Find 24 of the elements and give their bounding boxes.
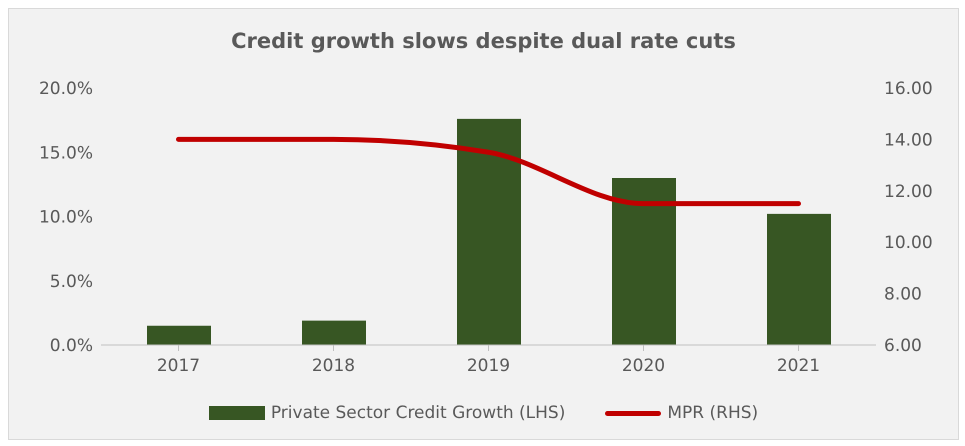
bar xyxy=(767,214,831,345)
y2-tick-label: 10.00 xyxy=(884,233,933,254)
x-tick-label: 2020 xyxy=(622,356,666,376)
y2-tick-label: 16.00 xyxy=(884,79,933,100)
y-tick-label: 5.0% xyxy=(50,272,93,292)
bar xyxy=(302,320,366,345)
y2-tick-label: 8.00 xyxy=(884,284,922,305)
y-tick-label: 20.0% xyxy=(38,79,93,100)
bar xyxy=(612,178,676,345)
bar xyxy=(457,118,521,345)
x-tick-label: 2021 xyxy=(776,356,820,376)
x-tick-label: 2017 xyxy=(156,356,200,376)
x-tick-label: 2018 xyxy=(312,356,356,376)
y2-tick-label: 14.00 xyxy=(884,130,933,150)
legend-label: MPR (RHS) xyxy=(667,403,758,423)
y-tick-label: 0.0% xyxy=(50,336,93,356)
chart-title: Credit growth slows despite dual rate cuts xyxy=(230,28,737,55)
y-tick-label: 10.0% xyxy=(38,208,93,228)
legend-label: Private Sector Credit Growth (LHS) xyxy=(270,403,566,423)
bar xyxy=(147,326,211,345)
y2-tick-label: 6.00 xyxy=(884,336,922,356)
x-tick-label: 2019 xyxy=(466,356,510,376)
y-tick-label: 15.0% xyxy=(38,143,93,164)
y2-tick-label: 12.00 xyxy=(884,182,933,202)
